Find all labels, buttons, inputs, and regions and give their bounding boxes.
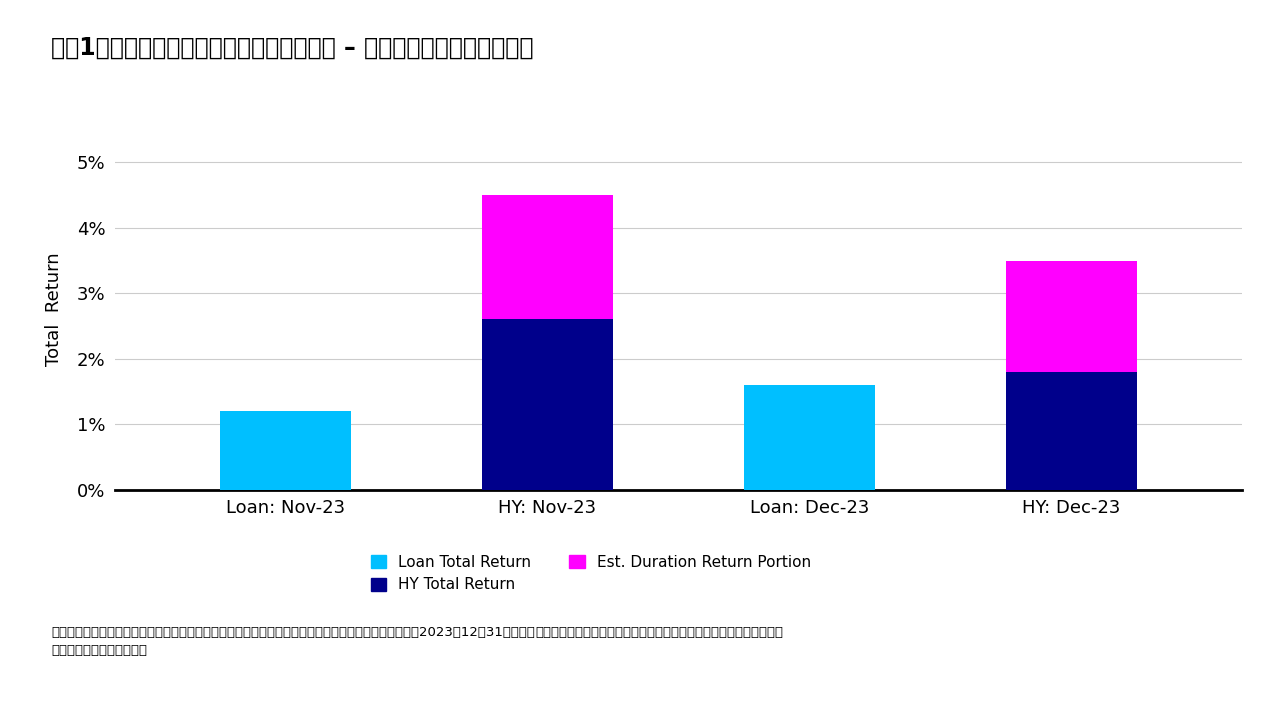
Y-axis label: Total  Return: Total Return bbox=[45, 253, 63, 366]
Bar bbox=[1006, 372, 1137, 490]
Bar bbox=[1006, 261, 1137, 372]
Text: 過去のパフォーマンスは将来の成果を保証するものではありません。: 過去のパフォーマンスは将来の成果を保証するものではありません。 bbox=[535, 626, 783, 639]
Bar bbox=[744, 385, 874, 490]
Bar bbox=[483, 195, 613, 320]
Text: するものではありません。: するものではありません。 bbox=[51, 644, 147, 657]
Legend: Loan Total Return, HY Total Return, Est. Duration Return Portion: Loan Total Return, HY Total Return, Est.… bbox=[371, 555, 812, 593]
Text: 図表1：金利見通しがパフォーマンスに影響 – 大きなデュレーション寄与: 図表1：金利見通しがパフォーマンスに影響 – 大きなデュレーション寄与 bbox=[51, 36, 534, 60]
Bar bbox=[483, 320, 613, 490]
Bar bbox=[220, 411, 351, 490]
Text: 出所：クレディスイスレバレッジドローンインデックス、クレディスイスハイイールドインデックス。2023年12月31日現在。: 出所：クレディスイスレバレッジドローンインデックス、クレディスイスハイイールドイ… bbox=[51, 626, 535, 639]
